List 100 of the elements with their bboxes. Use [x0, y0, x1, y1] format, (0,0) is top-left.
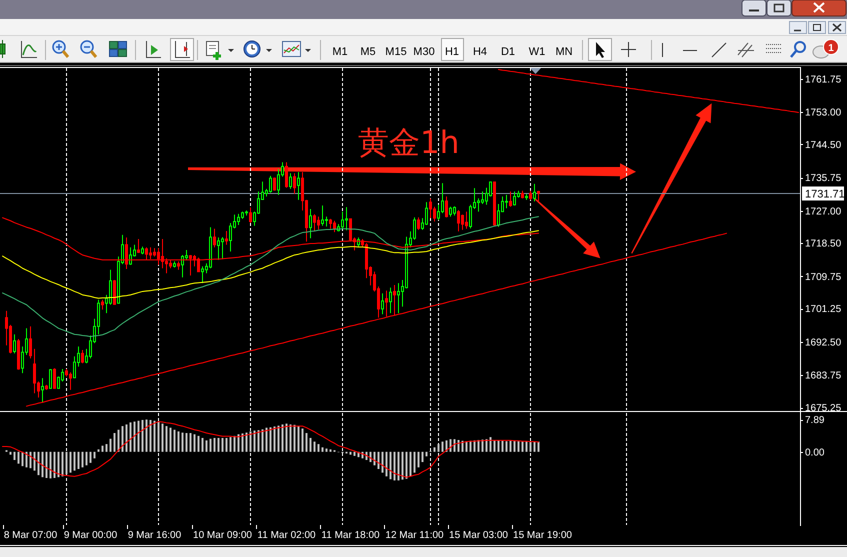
bar [522, 442, 524, 452]
candlestick [453, 206, 456, 216]
bar [94, 452, 96, 458]
bar [262, 429, 264, 452]
text: M30 [413, 46, 435, 58]
bar [50, 452, 52, 478]
bar [18, 452, 20, 464]
bar [482, 440, 484, 452]
bar [138, 420, 140, 452]
candlestick [461, 214, 464, 230]
candlestick [49, 368, 52, 390]
candlestick [249, 206, 252, 224]
bar [354, 452, 356, 456]
candlestick [181, 254, 184, 278]
y-tick-label: 1701.25 [805, 304, 842, 316]
bar [250, 431, 252, 452]
candlestick [481, 191, 484, 205]
candlestick [321, 205, 324, 226]
candlestick [309, 208, 312, 239]
bar [86, 452, 88, 466]
candlestick [533, 183, 536, 202]
candlestick [53, 368, 56, 390]
bar [118, 430, 120, 452]
bar [130, 422, 132, 452]
bar [486, 439, 488, 452]
bar [62, 452, 64, 476]
candlestick [325, 216, 328, 227]
x-tick-label: 11 Mar 18:00 [321, 530, 380, 541]
text: M5 [360, 46, 376, 58]
candlestick [393, 284, 396, 316]
candlestick [445, 196, 448, 218]
bar [390, 452, 392, 480]
bar [286, 424, 288, 452]
bar [466, 441, 468, 452]
text: 黄金1h [358, 125, 460, 161]
bar [490, 437, 492, 452]
bar [22, 452, 24, 466]
bar [382, 452, 384, 473]
bar [114, 433, 116, 452]
bar [194, 434, 196, 452]
bar [318, 444, 320, 452]
bar [418, 452, 420, 468]
bar [58, 452, 60, 478]
y-tick-label: 1753.00 [805, 108, 842, 119]
bar [202, 438, 204, 452]
candlestick [529, 190, 532, 200]
candlestick [137, 238, 140, 254]
bar [26, 452, 28, 468]
candlestick [537, 190, 540, 202]
bar [422, 452, 424, 462]
bar [290, 424, 292, 452]
y-tick-label: 1735.75 [805, 173, 842, 184]
bar [502, 440, 504, 452]
bar [426, 452, 428, 456]
bar [42, 452, 44, 478]
bar [146, 420, 148, 452]
y-tick-label: 1683.75 [805, 370, 842, 382]
candlestick [509, 191, 512, 208]
bar [386, 452, 388, 476]
text: W1 [528, 46, 546, 58]
candlestick [437, 204, 440, 220]
bar [218, 438, 220, 452]
x-tick-label: 11 Mar 02:00 [257, 530, 316, 541]
bar [30, 452, 32, 468]
line-series [2, 421, 539, 478]
candlestick [465, 211, 468, 230]
bar [222, 438, 224, 452]
bar [454, 439, 456, 452]
candlestick [469, 204, 472, 229]
bar [226, 438, 228, 452]
x-tick-label: 9 Mar 00:00 [64, 530, 118, 541]
y-tick-label: 1709.75 [805, 272, 842, 283]
bar [458, 440, 460, 452]
bar [182, 432, 184, 452]
bar [74, 452, 76, 471]
bar [498, 440, 500, 452]
candlestick [69, 372, 72, 390]
bar [162, 424, 164, 452]
line-series [26, 232, 727, 407]
bar [170, 428, 172, 452]
candlestick [201, 266, 204, 284]
candlestick [425, 202, 428, 226]
candlestick [101, 299, 104, 310]
bar [210, 438, 212, 452]
candlestick [221, 236, 224, 260]
bar [414, 452, 416, 473]
bar [410, 452, 412, 476]
text: H1 [444, 46, 460, 58]
bar [214, 438, 216, 452]
y-tick-label: 1692.50 [805, 337, 842, 348]
bar [438, 444, 440, 452]
line-series [498, 69, 799, 113]
bar [150, 420, 152, 452]
bar [238, 434, 240, 452]
candlestick [269, 175, 272, 194]
bar [434, 447, 436, 452]
bar [394, 452, 396, 480]
y-tick-label: 1761.75 [805, 74, 842, 86]
bar [66, 452, 68, 474]
bar [298, 426, 300, 452]
